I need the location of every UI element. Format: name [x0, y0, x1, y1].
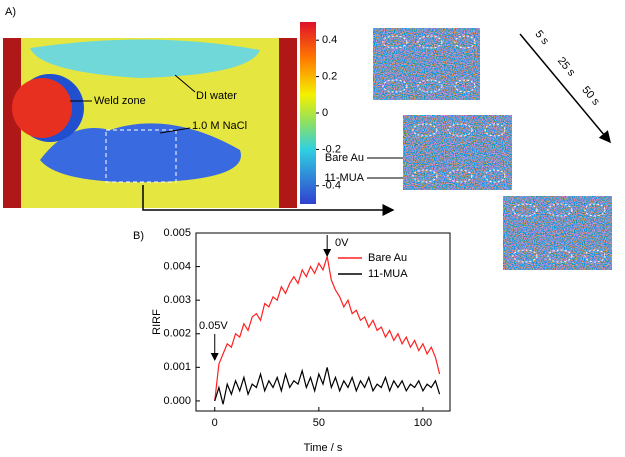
side-bar: [279, 38, 297, 208]
speckle-images: [373, 28, 612, 270]
surface-label: 11-MUA: [324, 172, 364, 184]
time-label: 25 s: [555, 55, 578, 79]
time-label: 5 s: [532, 28, 551, 47]
y-axis-label: RIRF: [151, 309, 163, 335]
time-labels: 5 s 25 s 50 s: [532, 28, 602, 108]
water-zone: [30, 39, 260, 78]
legend-label: 11-MUA: [368, 268, 408, 280]
time-label: 50 s: [579, 84, 602, 108]
colorbar-tick-label: 0.2: [322, 71, 337, 83]
colorbar-tick-label: -0.4: [322, 180, 341, 192]
y-tick-label: 0.005: [163, 227, 191, 239]
annotation: DI water: [196, 90, 237, 102]
y-tick-label: 0.000: [163, 395, 191, 407]
side-bar: [3, 38, 21, 208]
x-tick-label: 0: [212, 417, 218, 429]
roi-box: [105, 129, 177, 183]
series-line: [214, 367, 441, 405]
annotation: Weld zone: [94, 95, 146, 107]
plot-frame: [195, 232, 451, 412]
flow-arrow: [142, 185, 395, 216]
y-tick-label: 0.003: [163, 294, 191, 306]
colorbar-tick-label: -0.2: [322, 143, 341, 155]
x-tick-label: 100: [414, 417, 432, 429]
panel-label: A): [5, 6, 16, 18]
weld-zone: [12, 78, 72, 138]
weld-image: [3, 38, 297, 208]
y-tick-label: 0.001: [163, 361, 191, 373]
y-tick-label: 0.004: [163, 260, 191, 272]
y-tick-label: 0.002: [163, 328, 191, 340]
x-tick-label: 50: [313, 417, 325, 429]
panel-label: B): [133, 230, 144, 242]
colorbar-tick-label: 0.4: [322, 34, 337, 46]
colorbar-tick-label: 0: [322, 107, 328, 119]
colorbar: [300, 22, 316, 204]
time-arrow: [519, 33, 611, 144]
speckle-image: [503, 196, 612, 270]
speckle-image: [403, 115, 512, 190]
pointer: [159, 127, 191, 134]
pointer: [174, 74, 196, 93]
speckle-image: [373, 28, 480, 100]
spot-outlines: [382, 35, 606, 263]
x-axis-label: Time / s: [304, 442, 343, 454]
legend-label: Bare Au: [368, 252, 407, 264]
annotation: 0V: [335, 237, 349, 249]
surface-label: Bare Au: [325, 152, 364, 164]
annotation: 1.0 M NaCl: [192, 120, 247, 132]
nacl-zone: [40, 123, 241, 183]
annotation: 0.05V: [199, 320, 228, 332]
